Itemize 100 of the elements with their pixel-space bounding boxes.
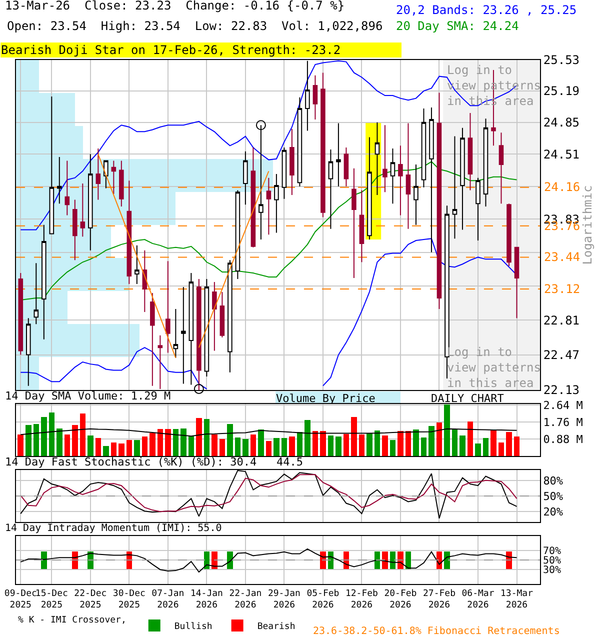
bar xyxy=(26,424,32,456)
candlestick xyxy=(336,122,341,187)
bar xyxy=(506,432,512,456)
chart-title: 14 Day Intraday Momentum (IMI): 55.0 xyxy=(5,523,222,534)
candlestick xyxy=(150,292,155,386)
candlestick xyxy=(452,136,458,240)
candlestick xyxy=(266,177,272,236)
bar xyxy=(157,429,164,456)
candlestick xyxy=(344,147,349,187)
bar xyxy=(134,440,140,456)
x-tick-label: 05-Feb 2026 xyxy=(306,588,340,610)
candlestick xyxy=(250,147,256,248)
bar xyxy=(452,429,458,456)
bar xyxy=(281,438,288,456)
x-tick-label: 22-Jan 2026 xyxy=(229,588,262,610)
candlestick xyxy=(374,122,380,196)
bar xyxy=(126,440,132,456)
text: 20 Day SMA: 24.24 xyxy=(396,19,519,33)
candlestick xyxy=(421,108,426,188)
y-tick-label: 22.81 xyxy=(543,313,580,328)
bar xyxy=(312,431,318,456)
candlestick xyxy=(220,291,225,338)
text: Bearish Doji Star on 17-Feb-26, Strength: -23.2 xyxy=(1,43,341,57)
bar xyxy=(258,429,264,456)
x-tick-label: 27-Feb 2026 xyxy=(422,588,456,610)
candlestick xyxy=(72,199,78,261)
candlestick xyxy=(429,107,434,253)
bar xyxy=(436,422,442,456)
candlestick xyxy=(104,160,108,189)
candlestick xyxy=(96,148,101,200)
candlestick xyxy=(297,96,302,187)
bar xyxy=(150,432,156,456)
y-tick-label: 30% xyxy=(543,565,562,576)
candlestick xyxy=(498,132,504,204)
x-tick-label: 20-Feb 2026 xyxy=(384,588,417,610)
x-tick-label: 09-Dec 2025 xyxy=(4,588,37,610)
y-tick-label: 25.53 xyxy=(543,53,580,68)
candlestick xyxy=(212,281,217,352)
bar xyxy=(490,429,496,456)
legend-label: Bearish xyxy=(257,622,296,632)
bar xyxy=(219,439,226,456)
bar xyxy=(196,418,202,456)
candlestick xyxy=(406,122,411,230)
bar xyxy=(142,436,148,456)
bar xyxy=(72,424,78,456)
bar xyxy=(420,437,427,456)
bar xyxy=(304,420,310,456)
y-tick-label: 80% xyxy=(543,474,564,488)
bar xyxy=(289,436,295,456)
bar xyxy=(212,434,218,456)
candlestick xyxy=(188,272,194,386)
candlestick xyxy=(57,156,62,204)
bar xyxy=(165,428,171,456)
candlestick xyxy=(196,278,202,390)
y-tick-label: 2.64 M xyxy=(543,399,584,412)
ref-line-label: 23.12 xyxy=(544,282,580,296)
bar xyxy=(274,438,280,456)
bar xyxy=(266,440,272,456)
bar xyxy=(227,424,233,456)
bar xyxy=(18,434,24,456)
bar xyxy=(413,429,419,456)
y-tick-label: 25.19 xyxy=(543,84,580,98)
candlestick xyxy=(398,145,403,216)
bar xyxy=(498,442,504,456)
bar xyxy=(382,436,388,456)
candlestick xyxy=(26,318,31,386)
y-tick-label: 70% xyxy=(543,546,562,557)
candlestick xyxy=(476,177,480,242)
candlestick xyxy=(514,246,520,319)
candlestick xyxy=(359,190,364,263)
bar xyxy=(460,436,466,456)
bar xyxy=(482,438,489,456)
bar xyxy=(103,446,109,456)
candlestick xyxy=(352,168,356,278)
candlestick xyxy=(382,124,388,193)
candlestick xyxy=(126,180,132,284)
bar xyxy=(343,434,350,456)
x-tick-label: 06-Mar 2026 xyxy=(462,588,495,610)
bar xyxy=(328,436,334,456)
line-series xyxy=(20,161,518,300)
candlestick xyxy=(111,160,116,195)
bar xyxy=(48,412,55,456)
y-tick-label: 22.13 xyxy=(543,383,580,398)
candlestick xyxy=(64,160,70,216)
bar xyxy=(234,437,241,456)
candlestick xyxy=(367,136,372,240)
bar xyxy=(390,440,396,456)
candlestick xyxy=(312,74,318,120)
y-tick-label: 50% xyxy=(543,556,562,566)
line-series xyxy=(20,428,518,437)
bar xyxy=(172,429,179,456)
bar xyxy=(444,404,450,456)
y-tick-label: 0.88 M xyxy=(543,432,584,446)
candlestick xyxy=(142,250,148,313)
bar xyxy=(110,442,117,456)
chart-title: 14 Day SMA Volume: 1.29 M xyxy=(5,390,171,403)
y-tick-label: 24.51 xyxy=(543,147,580,162)
y-tick-label: 20% xyxy=(543,505,564,518)
chart-subtitle: Open: 23.54 High: 23.54 Low: 22.83 Vol: 1,022,896 xyxy=(7,19,383,33)
candlestick xyxy=(181,286,186,384)
